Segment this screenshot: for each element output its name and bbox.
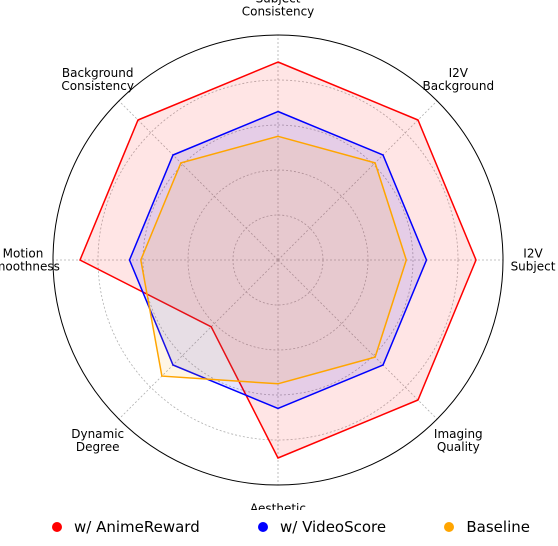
grid-ring xyxy=(97,79,459,441)
grid-spoke xyxy=(277,259,438,420)
axis-label-line: Degree xyxy=(76,440,120,454)
axis-label: AestheticQuality xyxy=(250,502,306,511)
axis-label-line: I2V xyxy=(449,66,469,80)
axis-label: Background Consistency xyxy=(61,66,134,93)
axis-label-line: Imaging xyxy=(434,427,483,441)
grid-spoke xyxy=(118,100,279,261)
axis-label-line: Consistency xyxy=(242,5,315,19)
legend: w/ AnimeReward w/ VideoScore Baseline xyxy=(0,512,558,542)
axis-label-line: Smoothness xyxy=(0,260,60,274)
series-0-area xyxy=(79,61,477,459)
legend-marker-animereward xyxy=(52,522,62,532)
axis-label-line: Consistency xyxy=(61,79,134,93)
axis-label: I2V Subject xyxy=(511,247,556,274)
legend-marker-videoscore xyxy=(257,522,268,532)
axis-label-line: Subject xyxy=(256,0,301,6)
axis-label-line: Quality xyxy=(437,440,480,454)
series-2-area xyxy=(140,135,408,385)
axis-label: SubjectConsistency xyxy=(242,0,315,19)
axis-label: MotionSmoothness xyxy=(0,247,60,274)
axis-label-line: Background xyxy=(423,79,495,93)
axis-label-line: Subject xyxy=(511,260,556,274)
axis-label-line: Motion xyxy=(3,247,44,261)
axis-label-line: Aesthetic xyxy=(250,502,306,511)
legend-item-baseline: Baseline xyxy=(444,518,530,536)
axis-label: Dynamic Degree xyxy=(71,427,124,454)
grid-ring xyxy=(142,124,414,396)
legend-label-baseline: Baseline xyxy=(466,518,530,536)
axis-label-line: Dynamic xyxy=(71,427,124,441)
legend-item-videoscore: w/ VideoScore xyxy=(257,518,387,536)
series-1-area xyxy=(128,110,428,410)
legend-marker-baseline xyxy=(444,522,455,532)
grid-ring xyxy=(187,169,369,351)
outer-frame xyxy=(52,34,504,486)
grid-spoke xyxy=(118,259,279,420)
legend-label-videoscore: w/ VideoScore xyxy=(279,518,387,536)
legend-item-animereward: w/ AnimeReward xyxy=(52,518,200,536)
legend-label-animereward: w/ AnimeReward xyxy=(74,518,200,536)
grid-ring xyxy=(232,214,324,306)
radar-chart: SubjectConsistencyI2VBackgroundI2VSubjec… xyxy=(0,0,556,511)
axis-label: Imaging Quality xyxy=(434,427,483,454)
grid-spoke xyxy=(277,100,438,261)
axis-label-line: Background xyxy=(62,66,134,80)
axis-label-line: I2V xyxy=(523,247,543,261)
axis-label: I2V Background xyxy=(423,66,495,93)
